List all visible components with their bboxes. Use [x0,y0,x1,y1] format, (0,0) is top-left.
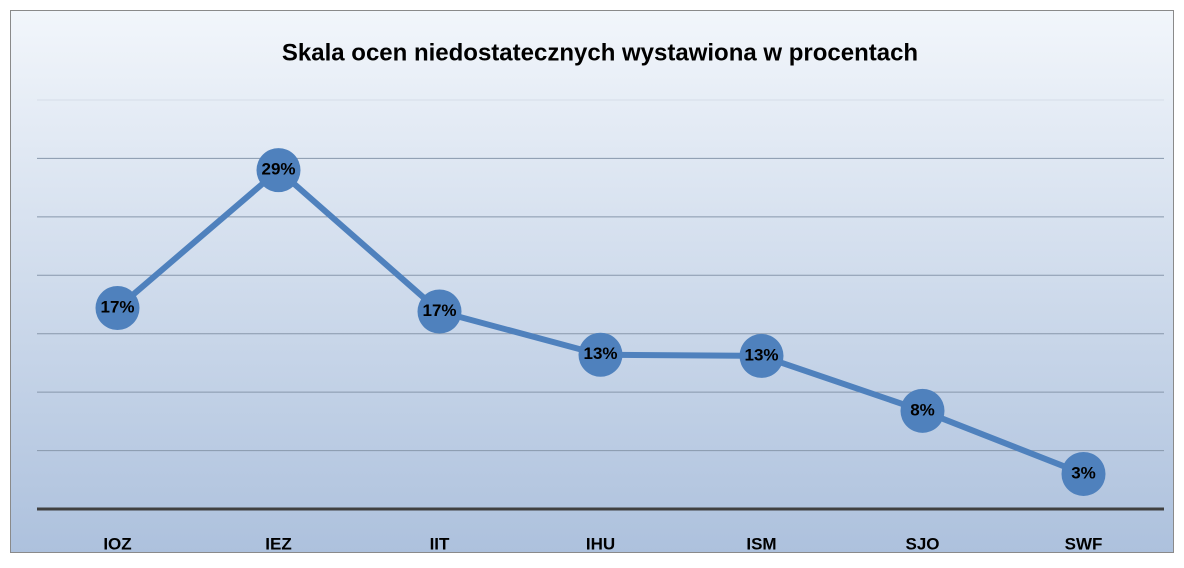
data-label: 17% [100,297,134,316]
data-label: 13% [583,344,617,363]
x-tick-label: IHU [586,534,615,553]
x-tick-label: SWF [1065,534,1103,553]
data-label: 13% [744,345,778,364]
marker [417,289,462,334]
x-tick-label: IOZ [103,534,131,553]
x-tick-label: IEZ [265,534,291,553]
marker [95,286,140,331]
data-label: 8% [910,400,935,419]
data-label: 3% [1071,463,1096,482]
data-label: 17% [422,301,456,320]
x-tick-label: ISM [746,534,776,553]
data-label: 29% [261,160,295,179]
x-tick-label: SJO [905,534,939,553]
marker [578,332,623,377]
marker [739,333,784,378]
chart-frame [10,10,1174,553]
marker [1061,451,1106,496]
x-tick-label: IIT [430,534,450,553]
marker [256,148,301,193]
marker [900,388,945,433]
chart-title: Skala ocen niedostatecznych wystawiona w… [282,39,918,66]
